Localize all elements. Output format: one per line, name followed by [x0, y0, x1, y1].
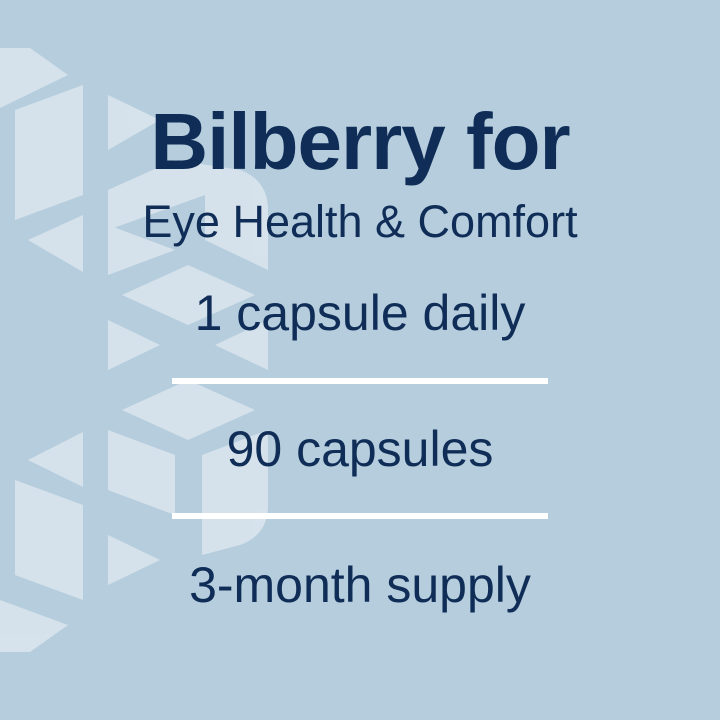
supply-duration-text: 3-month supply [189, 557, 531, 613]
divider [172, 513, 548, 519]
product-title: Bilberry for [150, 97, 570, 186]
capsule-count-text: 90 capsules [226, 421, 494, 477]
product-subtitle: Eye Health & Comfort [142, 196, 578, 247]
divider [172, 378, 548, 384]
dosage-text: 1 capsule daily [194, 285, 526, 341]
